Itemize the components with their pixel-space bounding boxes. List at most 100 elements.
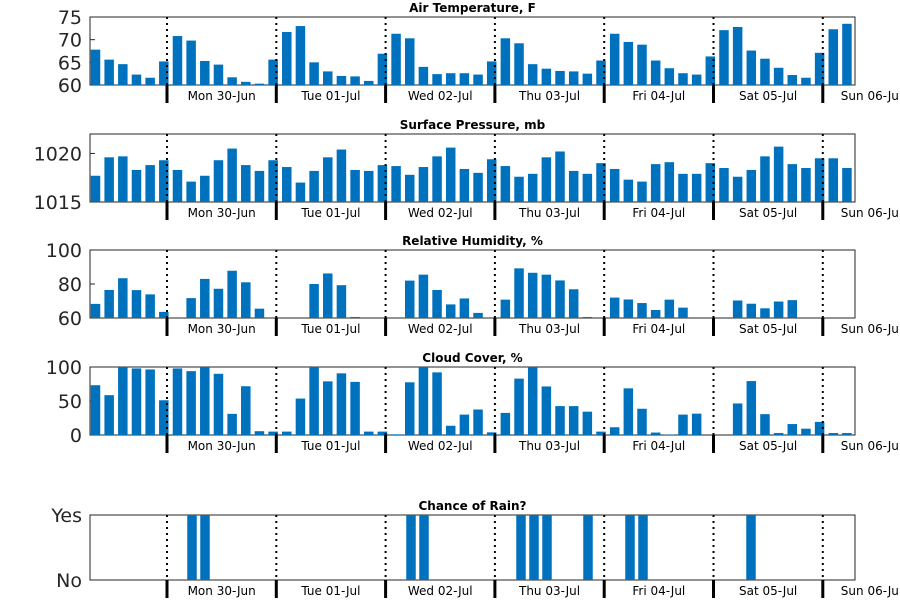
panel-title: Relative Humidity, % bbox=[402, 234, 543, 248]
bar bbox=[582, 173, 593, 202]
bar bbox=[691, 173, 702, 202]
y-tick-label: 65 bbox=[58, 52, 82, 74]
bar bbox=[514, 378, 524, 435]
bar bbox=[555, 406, 565, 435]
bar bbox=[814, 421, 825, 435]
bar bbox=[500, 38, 511, 85]
bar bbox=[542, 515, 552, 580]
bar bbox=[418, 66, 429, 85]
bar bbox=[227, 148, 237, 202]
bar bbox=[187, 515, 197, 580]
bar bbox=[459, 168, 470, 202]
bar bbox=[678, 173, 688, 202]
bar bbox=[637, 44, 647, 85]
x-tick-label: Tue 01-Jul bbox=[300, 206, 360, 220]
bar bbox=[609, 168, 620, 202]
bar bbox=[842, 433, 852, 435]
x-tick-label: Thu 03-Jul bbox=[518, 439, 580, 453]
bar bbox=[159, 61, 169, 85]
bar bbox=[445, 147, 456, 202]
bar bbox=[418, 274, 429, 318]
bar bbox=[596, 60, 606, 85]
x-tick-label: Mon 30-Jun bbox=[188, 206, 256, 220]
bar bbox=[295, 398, 306, 435]
x-tick-label: Thu 03-Jul bbox=[518, 206, 580, 220]
bar bbox=[773, 301, 784, 318]
bar bbox=[254, 170, 265, 202]
bar bbox=[90, 303, 101, 318]
x-tick-label: Thu 03-Jul bbox=[518, 89, 580, 103]
bar bbox=[637, 303, 647, 318]
bar bbox=[760, 308, 770, 318]
bar bbox=[732, 300, 743, 318]
bar bbox=[350, 316, 360, 318]
bar bbox=[527, 64, 538, 85]
bar bbox=[227, 77, 237, 85]
x-tick-label: Tue 01-Jul bbox=[300, 322, 360, 336]
bar bbox=[527, 272, 538, 318]
bar bbox=[295, 26, 306, 85]
bar bbox=[104, 395, 114, 435]
bar bbox=[172, 36, 183, 85]
bar bbox=[282, 31, 292, 85]
bar bbox=[309, 62, 319, 85]
bar bbox=[350, 381, 360, 435]
bar bbox=[159, 160, 169, 202]
x-tick-label: Fri 04-Jul bbox=[632, 439, 685, 453]
x-tick-label: Wed 02-Jul bbox=[408, 322, 473, 336]
bar bbox=[760, 58, 770, 85]
bar bbox=[705, 56, 716, 85]
bar bbox=[801, 77, 811, 85]
bar bbox=[118, 64, 128, 85]
bar bbox=[364, 431, 374, 435]
bar bbox=[254, 308, 265, 318]
bar bbox=[391, 33, 401, 85]
bar bbox=[145, 77, 155, 85]
bar bbox=[623, 41, 634, 85]
bar bbox=[637, 408, 647, 435]
bar bbox=[145, 294, 155, 318]
bar bbox=[200, 367, 210, 435]
bar bbox=[241, 81, 251, 85]
panel-title: Cloud Cover, % bbox=[422, 351, 522, 365]
bar bbox=[732, 26, 743, 85]
bar bbox=[801, 428, 811, 435]
bar bbox=[527, 173, 538, 202]
bar bbox=[186, 371, 196, 435]
y-tick-label: 60 bbox=[58, 75, 82, 97]
bar bbox=[527, 367, 538, 435]
y-tick-label: 50 bbox=[58, 391, 82, 413]
bar bbox=[555, 70, 565, 85]
y-tick-label: 75 bbox=[58, 7, 82, 29]
x-tick-label: Sun 06-Jul bbox=[841, 89, 900, 103]
bar bbox=[650, 310, 661, 318]
bar bbox=[131, 368, 142, 435]
bar bbox=[309, 170, 319, 202]
bar bbox=[529, 515, 539, 580]
bar bbox=[254, 431, 265, 435]
bar bbox=[623, 299, 634, 318]
bar bbox=[609, 297, 620, 318]
bar bbox=[213, 160, 224, 202]
x-tick-label: Sun 06-Jul bbox=[841, 322, 900, 336]
bar bbox=[623, 179, 634, 202]
bar bbox=[787, 300, 798, 318]
bar bbox=[445, 304, 456, 318]
bar bbox=[131, 169, 142, 202]
axes-box bbox=[89, 514, 856, 581]
bar bbox=[131, 74, 142, 85]
bar bbox=[418, 367, 429, 435]
bar bbox=[719, 168, 729, 202]
bar bbox=[268, 160, 278, 202]
bar bbox=[568, 289, 579, 318]
x-tick-label: Tue 01-Jul bbox=[300, 584, 360, 598]
bar bbox=[760, 414, 770, 435]
axes-box bbox=[89, 16, 856, 86]
bar bbox=[746, 381, 757, 435]
bar bbox=[364, 170, 374, 202]
bar bbox=[241, 386, 251, 435]
bar bbox=[90, 385, 101, 435]
bar bbox=[377, 165, 388, 202]
bar bbox=[664, 299, 675, 318]
